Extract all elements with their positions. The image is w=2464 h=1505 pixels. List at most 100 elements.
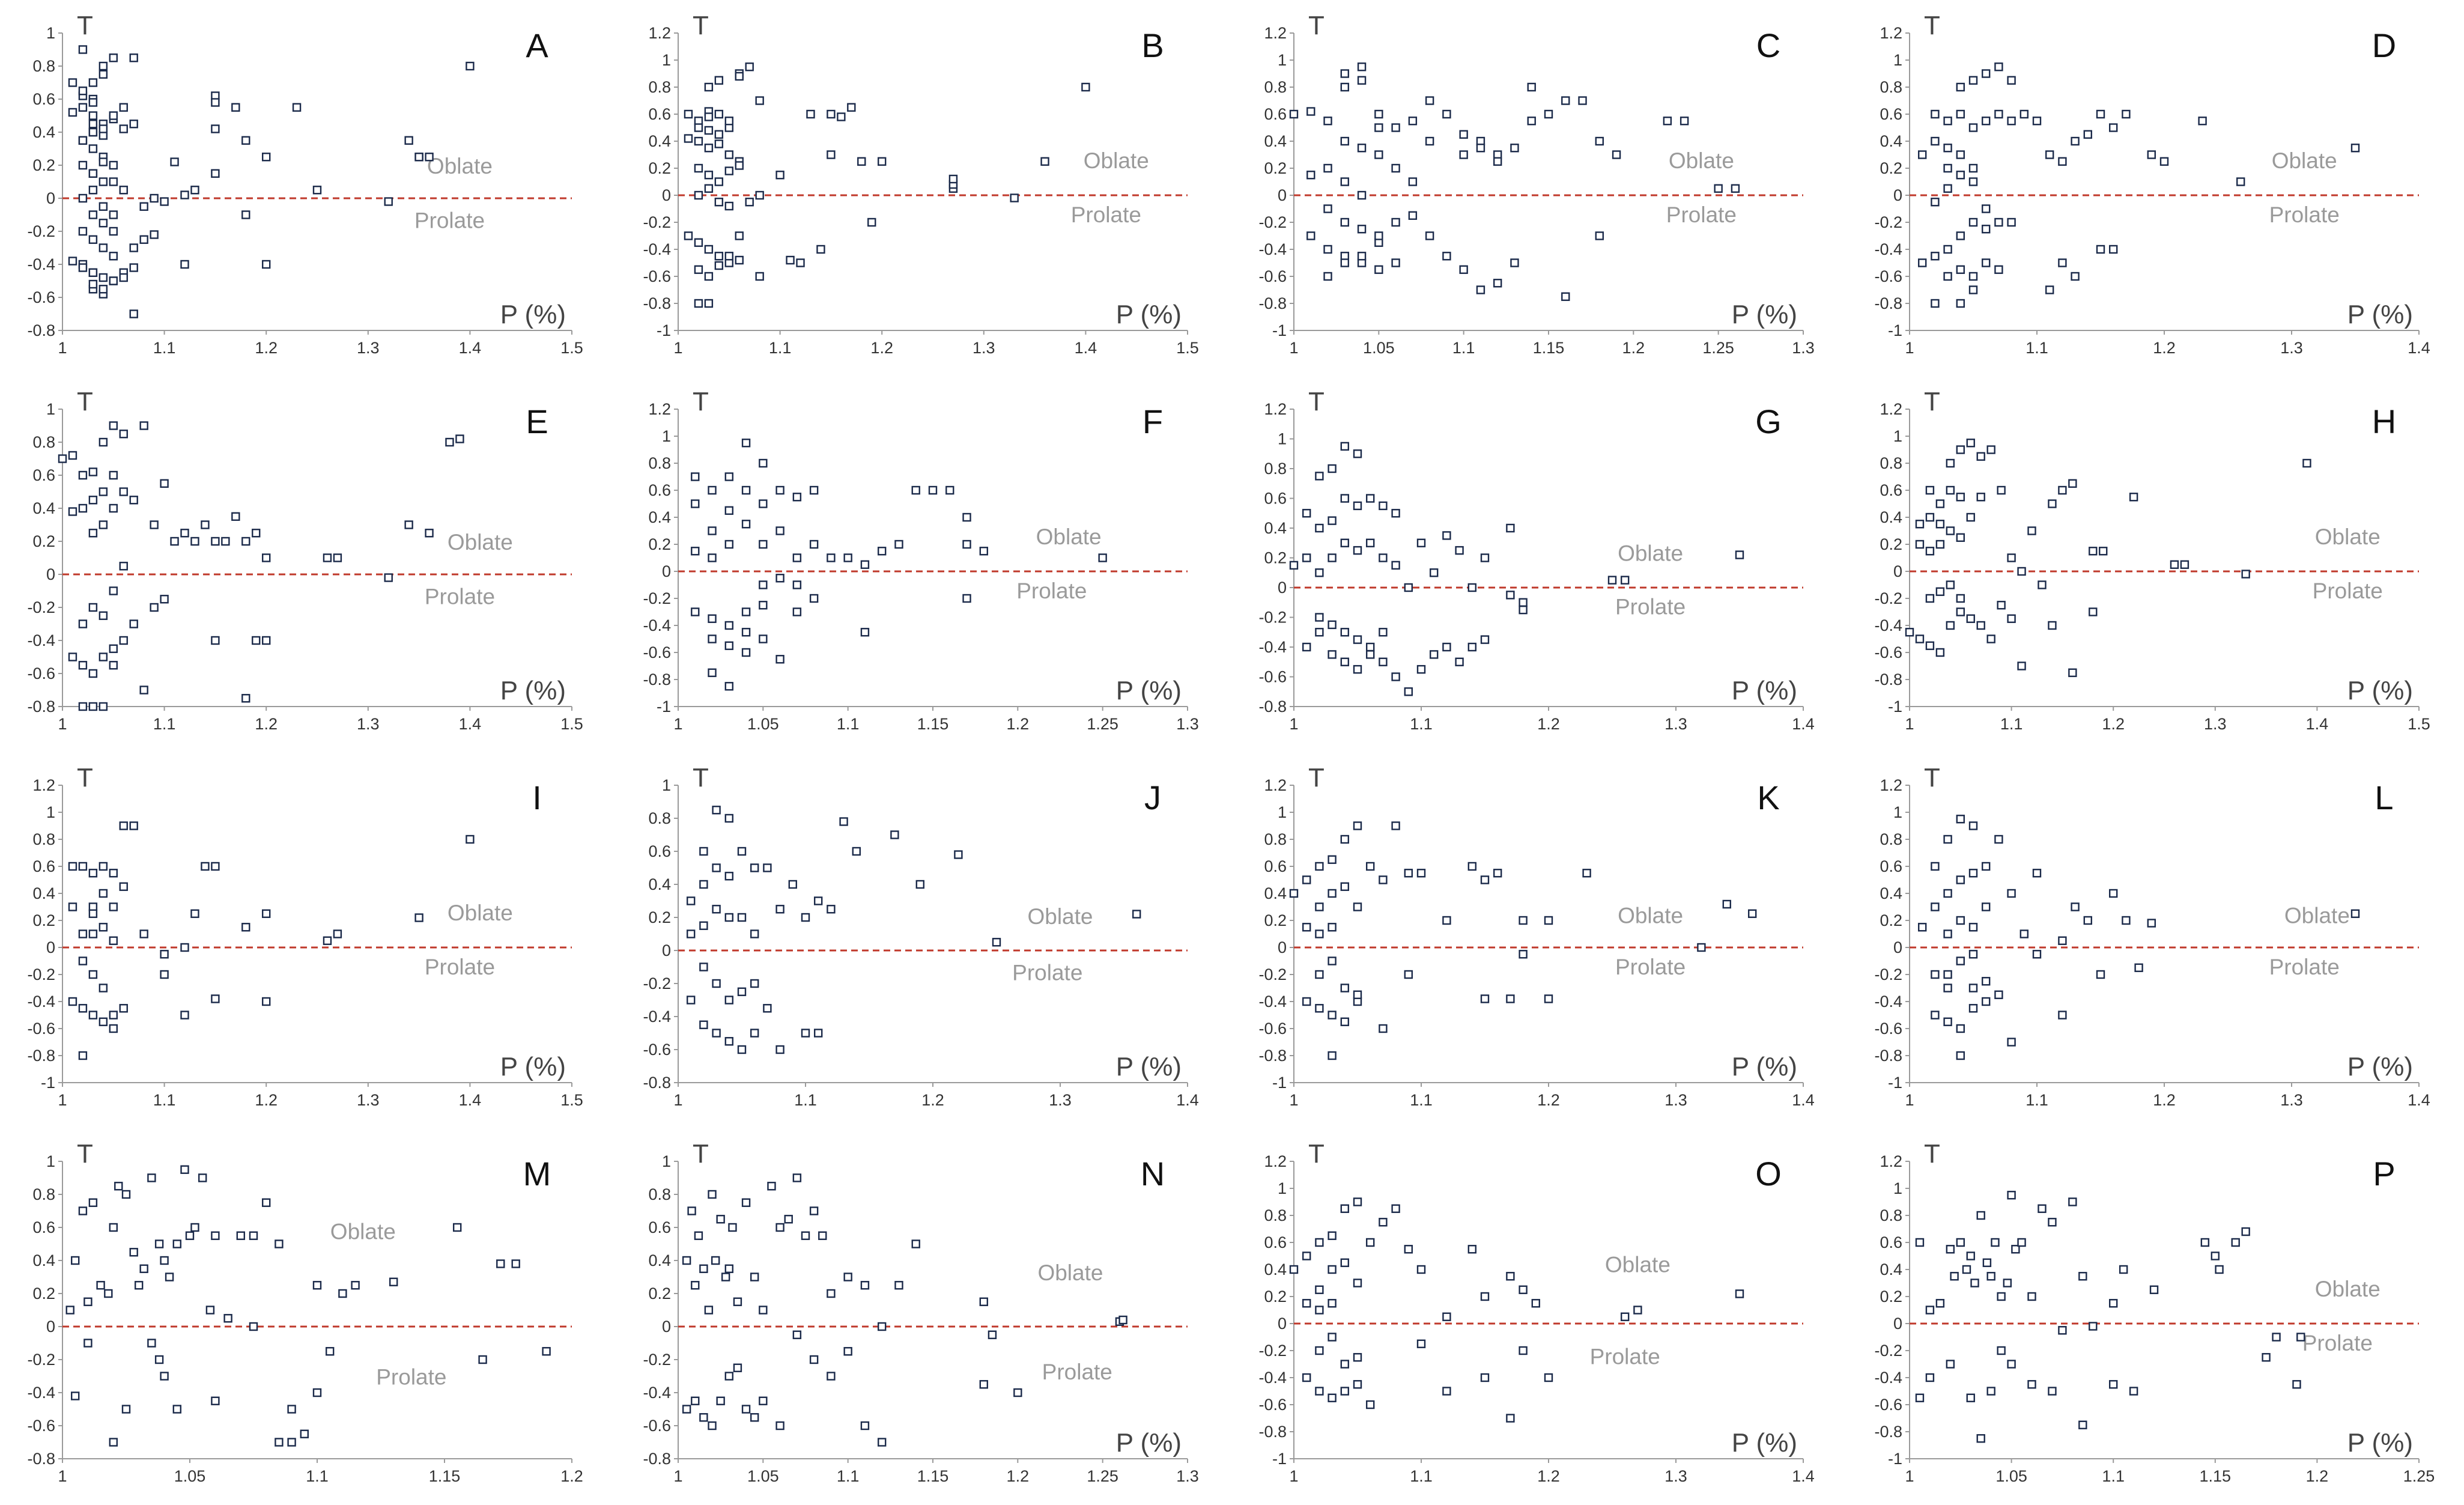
- data-point: [88, 909, 98, 918]
- data-point: [1357, 190, 1367, 200]
- data-point: [88, 120, 98, 129]
- data-point: [1943, 984, 1952, 993]
- data-point: [954, 850, 963, 859]
- data-point: [1467, 642, 1476, 652]
- x-tick-label: 1.1: [794, 1091, 817, 1109]
- data-point: [139, 686, 148, 695]
- y-tick-label: -0.6: [1874, 1396, 1902, 1414]
- y-tick-label: 1: [1893, 51, 1902, 69]
- x-axis-label: P (%): [2347, 300, 2413, 329]
- data-point: [68, 257, 77, 266]
- x-tick-label: 1: [1289, 715, 1298, 733]
- y-tick-label: -0.6: [643, 1041, 671, 1059]
- y-tick-label: 0.4: [1264, 1260, 1287, 1278]
- data-point: [384, 197, 393, 206]
- data-point: [190, 1223, 199, 1232]
- data-point: [1340, 442, 1350, 451]
- data-point: [99, 285, 108, 294]
- data-point: [1323, 245, 1332, 254]
- data-point: [326, 1347, 335, 1356]
- x-tick-label: 1.4: [459, 715, 482, 733]
- data-point: [809, 1206, 819, 1215]
- y-tick-label: 0: [1893, 562, 1902, 580]
- data-point: [1340, 628, 1350, 637]
- y-tick-label: 0.6: [1264, 857, 1287, 875]
- data-point: [827, 1372, 836, 1381]
- data-point: [2045, 285, 2054, 294]
- data-point: [694, 190, 703, 200]
- data-point: [1994, 109, 2003, 119]
- data-point: [1416, 869, 1426, 878]
- y-tick-label: 0.2: [32, 1285, 55, 1303]
- data-point: [109, 1011, 118, 1020]
- chart-panel-i: -1 -0.8 -0.6 -0.4 -0.2 0 0.2 0.4 0.6 0.8 1 1.2 1 1.1 1…: [0, 752, 616, 1128]
- y-tick-label: -0.8: [27, 1450, 55, 1468]
- data-point: [414, 913, 423, 922]
- data-point: [724, 252, 734, 261]
- data-point: [809, 485, 819, 495]
- data-point: [119, 103, 128, 112]
- panel-letter: B: [1141, 26, 1164, 64]
- data-point: [1946, 485, 1955, 495]
- y-tick-label: 1: [1893, 803, 1902, 821]
- y-tick-label: 1.2: [32, 776, 55, 794]
- x-tick-label: 1: [673, 1091, 682, 1109]
- data-point: [88, 279, 98, 289]
- data-point: [684, 109, 693, 119]
- y-tick-label: -1: [657, 321, 671, 339]
- prolate-label: Prolate: [1615, 955, 1686, 979]
- data-point: [425, 153, 434, 162]
- chart-panel-p: -1 -0.8 -0.6 -0.4 -0.2 0 0.2 0.4 0.6 0.8 1 1.2 1 1.05…: [1847, 1128, 2463, 1504]
- data-point: [2147, 150, 2156, 159]
- y-tick-label: 0.4: [1264, 132, 1287, 150]
- data-point: [1956, 109, 1965, 119]
- data-point: [1365, 538, 1375, 547]
- data-point: [2241, 570, 2250, 579]
- data-point: [99, 1017, 108, 1026]
- data-point: [88, 669, 98, 678]
- data-point: [2109, 889, 2118, 898]
- y-tick-label: -0.4: [27, 993, 55, 1011]
- prolate-label: Prolate: [2269, 955, 2340, 979]
- data-point: [496, 1259, 505, 1268]
- y-tick-label: -0.4: [1258, 240, 1287, 258]
- x-axis-label: P (%): [1116, 1428, 1182, 1458]
- data-point: [1956, 1024, 1965, 1033]
- data-point: [1340, 1360, 1350, 1369]
- data-point: [78, 103, 88, 112]
- scatter-plot-m: -0.8 -0.6 -0.4 -0.2 0 0.2 0.4 0.6 0.8 1 1 1.05 1.1 1.…: [27, 1139, 583, 1485]
- x-tick-label: 1.3: [357, 715, 380, 733]
- prolate-label: Prolate: [1071, 202, 1141, 227]
- data-point: [109, 1024, 118, 1033]
- data-point: [2058, 936, 2067, 945]
- x-axis-label: P (%): [1732, 300, 1797, 329]
- data-point: [1353, 635, 1362, 644]
- data-point: [724, 201, 734, 211]
- data-point: [68, 862, 77, 871]
- data-point: [2096, 245, 2105, 254]
- x-tick-label: 1.3: [1664, 1091, 1687, 1109]
- data-point: [1391, 561, 1400, 570]
- data-point: [241, 537, 250, 546]
- data-point: [190, 186, 199, 195]
- data-point: [88, 235, 98, 244]
- data-point: [1365, 1400, 1375, 1409]
- chart-panel-l: -1 -0.8 -0.6 -0.4 -0.2 0 0.2 0.4 0.6 0.8 1 1.2 1 1.1 1…: [1847, 752, 2463, 1128]
- data-point: [1480, 875, 1490, 884]
- y-tick-label: 0.4: [1880, 132, 1902, 150]
- data-point: [65, 1306, 74, 1315]
- data-point: [1931, 299, 1940, 308]
- data-point: [1315, 970, 1324, 979]
- data-point: [1365, 1238, 1375, 1247]
- y-tick-label: 0.8: [1264, 460, 1287, 478]
- data-point: [445, 437, 454, 447]
- x-axis-label: P (%): [2347, 1428, 2413, 1458]
- data-point: [867, 217, 876, 227]
- data-point: [1968, 923, 1978, 932]
- data-point: [714, 139, 724, 148]
- data-point: [252, 529, 261, 538]
- chart-panel-a: -0.8 -0.6 -0.4 -0.2 0 0.2 0.4 0.6 0.8 1 1 1.1 1.2 1.3…: [0, 0, 616, 376]
- panel-letter: A: [526, 26, 548, 64]
- data-point: [119, 636, 128, 645]
- data-point: [1578, 96, 1587, 105]
